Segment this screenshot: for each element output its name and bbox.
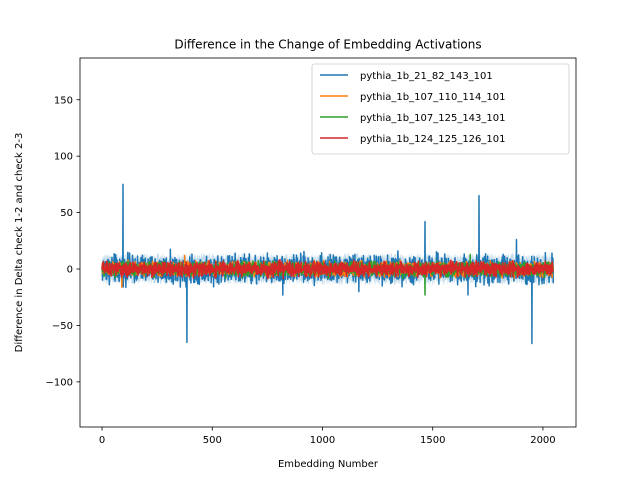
legend-entry-label: pythia_1b_107_125_143_101 — [360, 113, 506, 124]
plot-frame — [79, 57, 577, 428]
x-tick-label: 2000 — [530, 435, 555, 446]
x-axis-label: Embedding Number — [278, 459, 379, 470]
y-axis-label: Difference in Delta check 1-2 and check … — [14, 133, 25, 353]
legend-box — [311, 63, 570, 155]
legend-entry-label: pythia_1b_21_82_143_101 — [360, 71, 493, 82]
series-line — [101, 258, 555, 280]
y-axis: −100 −50 0 50 100 150 — [46, 95, 80, 388]
x-tick-label: 0 — [99, 435, 105, 446]
y-tick-label: −100 — [46, 377, 73, 388]
legend-entry-label: pythia_1b_124_125_126_101 — [360, 134, 506, 145]
x-tick-label: 500 — [203, 435, 222, 446]
y-tick-label: 0 — [67, 265, 73, 276]
y-tick-label: 100 — [54, 152, 73, 163]
x-axis: 0 500 1000 1500 2000 — [99, 427, 556, 446]
series-layer — [101, 183, 555, 345]
chart-title: Difference in the Change of Embedding Ac… — [174, 38, 481, 52]
x-tick-label: 1500 — [420, 435, 445, 446]
x-tick-label: 1000 — [310, 435, 335, 446]
y-tick-label: −50 — [52, 321, 73, 332]
y-tick-label: 150 — [54, 95, 73, 106]
legend: pythia_1b_21_82_143_101 pythia_1b_107_110… — [311, 63, 570, 155]
y-tick-label: 50 — [60, 208, 73, 219]
legend-entry-label: pythia_1b_107_110_114_101 — [360, 92, 506, 103]
